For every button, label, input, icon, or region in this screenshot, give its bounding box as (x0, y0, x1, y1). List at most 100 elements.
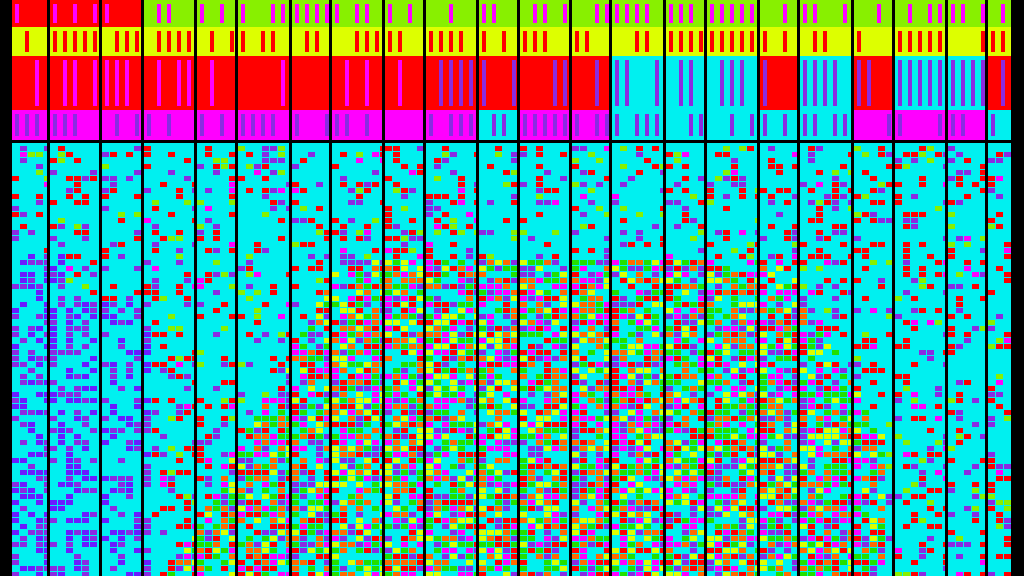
pattern-cell (636, 374, 643, 379)
pattern-cell (878, 188, 885, 193)
pattern-cell (560, 284, 567, 289)
pattern-cell (12, 422, 19, 427)
pattern-cell (184, 386, 191, 391)
pattern-cell (666, 416, 673, 421)
pattern-cell (560, 350, 567, 355)
pattern-cell (636, 500, 643, 505)
pattern-cell (308, 542, 315, 547)
pattern-cell (348, 332, 355, 337)
pattern-cell (674, 314, 681, 319)
pattern-cell (58, 518, 65, 523)
pattern-cell (870, 338, 877, 343)
pattern-cell (66, 338, 73, 343)
pattern-cell (552, 476, 559, 481)
pattern-cell (723, 524, 730, 529)
pattern-cell (28, 512, 35, 517)
pattern-cell (90, 386, 97, 391)
pattern-cell (144, 416, 151, 421)
pattern-cell (348, 218, 355, 223)
header-band (895, 0, 945, 27)
pattern-cell (503, 548, 510, 553)
pattern-cell (768, 320, 775, 325)
pattern-cell (176, 494, 183, 499)
pattern-cell (144, 572, 151, 576)
pattern-cell (768, 500, 775, 505)
pattern-cell (520, 572, 527, 576)
pattern-cell (495, 284, 502, 289)
pattern-cell (487, 542, 494, 547)
pattern-cell (560, 368, 567, 373)
pattern-cell (192, 188, 194, 193)
pattern-cell (776, 434, 783, 439)
pattern-cell (324, 494, 329, 499)
pattern-cell (840, 260, 847, 265)
pattern-cell (596, 260, 603, 265)
pattern-cell (503, 278, 510, 283)
pattern-cell (666, 410, 673, 415)
pattern-cell (528, 542, 535, 547)
pattern-cell (800, 566, 807, 571)
pattern-cell (666, 572, 673, 576)
pattern-cell (776, 170, 783, 175)
pattern-cell (544, 368, 551, 373)
pattern-cell (450, 302, 457, 307)
pattern-cell (604, 458, 609, 463)
pattern-cell (760, 350, 767, 355)
pattern-cell (808, 464, 815, 469)
pattern-cell (192, 524, 194, 529)
pattern-cell (652, 554, 659, 559)
pattern-cell (434, 272, 441, 277)
pattern-cell (707, 428, 714, 433)
pattern-cell (221, 404, 228, 409)
pattern-cell (536, 278, 543, 283)
pattern-cell (380, 470, 382, 475)
pattern-cell (870, 566, 877, 571)
pattern-cell (50, 320, 57, 325)
pattern-cell (300, 494, 307, 499)
header-stripe (241, 114, 245, 136)
pattern-cell (364, 386, 371, 391)
pattern-cell (760, 464, 767, 469)
pattern-cell (792, 236, 797, 241)
pattern-cell (870, 176, 877, 181)
pattern-cell (528, 548, 535, 553)
pattern-cell (644, 530, 651, 535)
pattern-cell (278, 524, 285, 529)
pattern-cell (126, 416, 133, 421)
pattern-cell (340, 236, 347, 241)
pattern-cell (74, 530, 81, 535)
pattern-cell (755, 500, 757, 505)
pattern-cell (707, 242, 714, 247)
pattern-cell (262, 560, 269, 565)
pattern-cell (588, 320, 595, 325)
pattern-cell (44, 404, 47, 409)
pattern-cell (776, 332, 783, 337)
pattern-cell (560, 518, 567, 523)
pattern-cell (698, 458, 704, 463)
pattern-cell (44, 248, 47, 253)
pattern-cell (110, 302, 117, 307)
pattern-cell (832, 506, 839, 511)
pattern-cell (246, 284, 253, 289)
pattern-cell (511, 296, 517, 301)
pattern-cell (324, 446, 329, 451)
pattern-cell (666, 560, 673, 565)
pattern-cell (628, 380, 635, 385)
pattern-cell (690, 566, 697, 571)
pattern-cell (588, 386, 595, 391)
pattern-cell (816, 548, 823, 553)
pattern-cell (919, 242, 926, 247)
pattern-cell (479, 284, 486, 289)
pattern-cell (102, 362, 109, 367)
pattern-cell (588, 536, 595, 541)
pattern-cell (698, 398, 704, 403)
header-stripe (750, 31, 754, 52)
pattern-cell (479, 326, 486, 331)
pattern-cell (90, 338, 97, 343)
pattern-cell (82, 350, 89, 355)
pattern-cell (332, 332, 339, 337)
pattern-cell (840, 494, 847, 499)
pattern-cell (747, 554, 754, 559)
pattern-cell (434, 452, 441, 457)
pattern-cell (644, 356, 651, 361)
